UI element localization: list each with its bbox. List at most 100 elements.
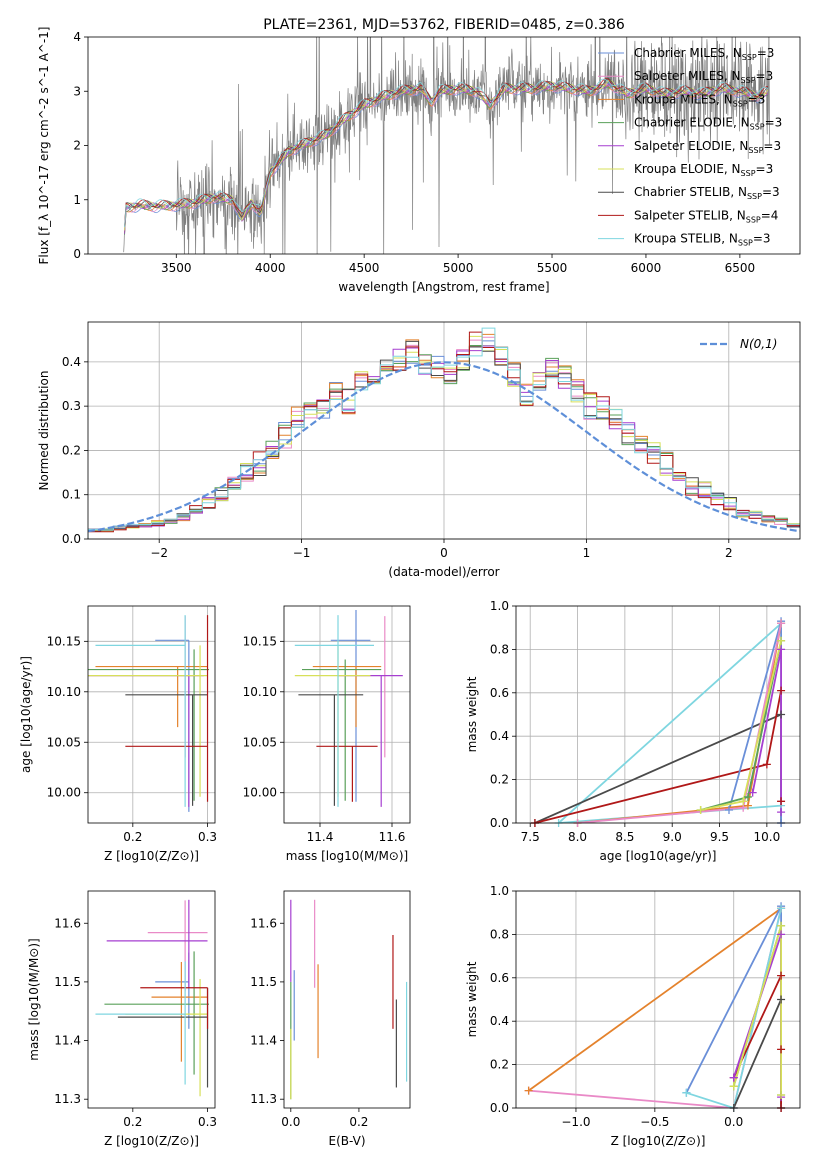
legend-name: Kroupa ELODIE, N [634,162,741,176]
y-axis-label: Normed distribution [37,371,51,491]
legend-subscript: SSP [742,53,757,62]
x-tick-label: 5500 [537,261,568,275]
plot-area [88,615,210,812]
y-axis-label: mass weight [465,676,479,752]
y-tick-label: 0.2 [62,443,81,457]
weight-point-kroupa_stelib [777,904,786,913]
x-tick-label: 0.2 [123,1115,142,1129]
axes-frame [515,605,801,824]
y-tick-label: 1.0 [490,599,509,613]
weight-point-kroupa_elodie [777,1090,786,1099]
y-tick-label: 3 [73,84,81,98]
x-axis-label: (data-model)/error [388,565,499,579]
legend-subscript: SSP [741,169,756,178]
y-tick-label: 11.4 [250,1034,277,1048]
panel-weight_vs_Z: −1.0 −0.5 0.0 0.0 0.2 0.4 0.6 0.8 1.0 Z [log10(Z/… [465,884,801,1148]
y-tick-label: 10.05 [243,735,277,749]
weight-point-salpeter_stelib [777,1045,786,1054]
x-tick-label: 0.2 [349,1115,368,1129]
legend-equals: = [762,185,772,199]
y-axis-label: mass weight [465,961,479,1037]
y-tick-label: 0.3 [62,399,81,413]
y-tick-label: 4 [73,30,81,44]
y-tick-label: 0.4 [490,1014,509,1028]
plot-area [123,37,771,254]
legend-n: 3 [773,139,781,153]
axes-frame [515,890,801,1109]
x-tick-label: 0.0 [281,1115,300,1129]
x-axis-label: Z [log10(Z/Z⊙)] [104,1134,199,1148]
panel-spectrum: 3500 4000 4500 5000 5500 6000 650001234wavelen… [37,17,801,294]
weight-point-kroupa_miles [743,801,752,810]
x-axis-label: mass [log10(M/M⊙)] [286,849,408,863]
y-tick-label: 0.1 [62,488,81,502]
histogram-kroupa_stelib [88,327,800,539]
weight-point-chabrier_elodie [743,792,752,801]
weight-point-salpeter_miles [777,619,786,628]
x-tick-label: 4500 [349,261,380,275]
legend-subscript: SSP [746,215,761,224]
weight-point-kroupa_elodie [729,1082,738,1091]
weight-point-chabrier_stelib [777,995,786,1004]
y-tick-label: 0.4 [490,729,509,743]
legend-n: 4 [771,208,779,222]
weight-point-salpeter_stelib [777,686,786,695]
model-kroupa_elodie [124,79,769,231]
y-tick-label: 10.10 [243,685,277,699]
x-tick-label: 0.3 [198,1115,217,1129]
legend-name: Kroupa STELIB, N [634,232,738,246]
weight-point-salpeter_elodie [729,1073,738,1082]
legend-equals: = [765,116,775,130]
plot-area [95,899,210,1097]
y-tick-label: 0.6 [490,686,509,700]
legend-label: Salpeter STELIB, NSSP=4 [634,208,778,224]
weight-line-kroupa_stelib [686,908,782,1108]
x-tick-label: −1 [293,546,311,560]
legend-name: Chabrier STELIB, N [634,185,747,199]
legend-subscript: SSP [733,99,748,108]
y-tick-label: 0.8 [490,642,509,656]
x-tick-label: 9.0 [663,830,682,844]
y-tick-label: 0.0 [490,1101,509,1115]
x-tick-label: 0.2 [123,830,142,844]
plot-area [290,899,408,1100]
model-chabrier_stelib [124,77,769,227]
axes-frame [283,605,411,824]
plot-area [528,905,782,1108]
legend-equals: = [756,162,766,176]
panel-age_vs_Z: 0.2 0.3 10.00 10.05 10.10 10.15 Z [log10(Z/Z⊙)… [19,605,217,863]
y-tick-label: 0 [73,247,81,261]
x-axis-label: age [log10(age/yr)] [600,849,717,863]
legend-n: 3 [758,92,766,106]
x-tick-label: −1.0 [561,1115,590,1129]
y-tick-label: 10.05 [47,735,81,749]
x-tick-label: 8.0 [568,830,587,844]
y-tick-label: 1.0 [490,884,509,898]
weight-point-salpeter_stelib [762,760,771,769]
axes-frame [87,36,801,255]
legend-name: Salpeter MILES, N [634,69,741,83]
y-tick-label: 10.10 [47,685,81,699]
panel-residual_histogram: −2 −1 0 1 2 0.0 0.1 0.2 0.3 0.4 (data-model)/error… [37,321,801,579]
legend-n: 3 [766,162,774,176]
x-axis-label: Z [log10(Z/Z⊙)] [104,849,199,863]
x-tick-label: 3500 [161,261,192,275]
spectrum-data [123,37,771,254]
panel-age_vs_mass: 11.4 11.6 10.00 10.05 10.10 10.15 mass [log10(… [243,605,411,863]
y-axis-label: mass [log10(M/M⊙)] [27,938,41,1060]
panel-weight_vs_age: 7.5 8.0 8.5 9.0 9.5 10.0 0.0 0.2 0.4 0.6 0.8 1.0 age… [465,599,801,863]
normal-curve [88,361,800,533]
legend-equals: = [748,92,758,106]
y-axis-label: Flux [f_λ 10^-17 erg cm^-2 s^-1 A^-1] [37,27,51,265]
legend-name: Salpeter STELIB, N [634,208,746,222]
weight-point-chabrier_miles [725,805,733,814]
x-tick-label: 6500 [725,261,756,275]
weight-point-kroupa_miles [524,1086,533,1095]
y-tick-label: 0.0 [62,532,81,546]
legend: N(0,1) [700,337,777,351]
x-tick-label: 11.6 [379,830,406,844]
x-tick-label: −0.5 [640,1115,669,1129]
legend-n: 3 [772,185,780,199]
legend-n: 3 [767,46,775,60]
